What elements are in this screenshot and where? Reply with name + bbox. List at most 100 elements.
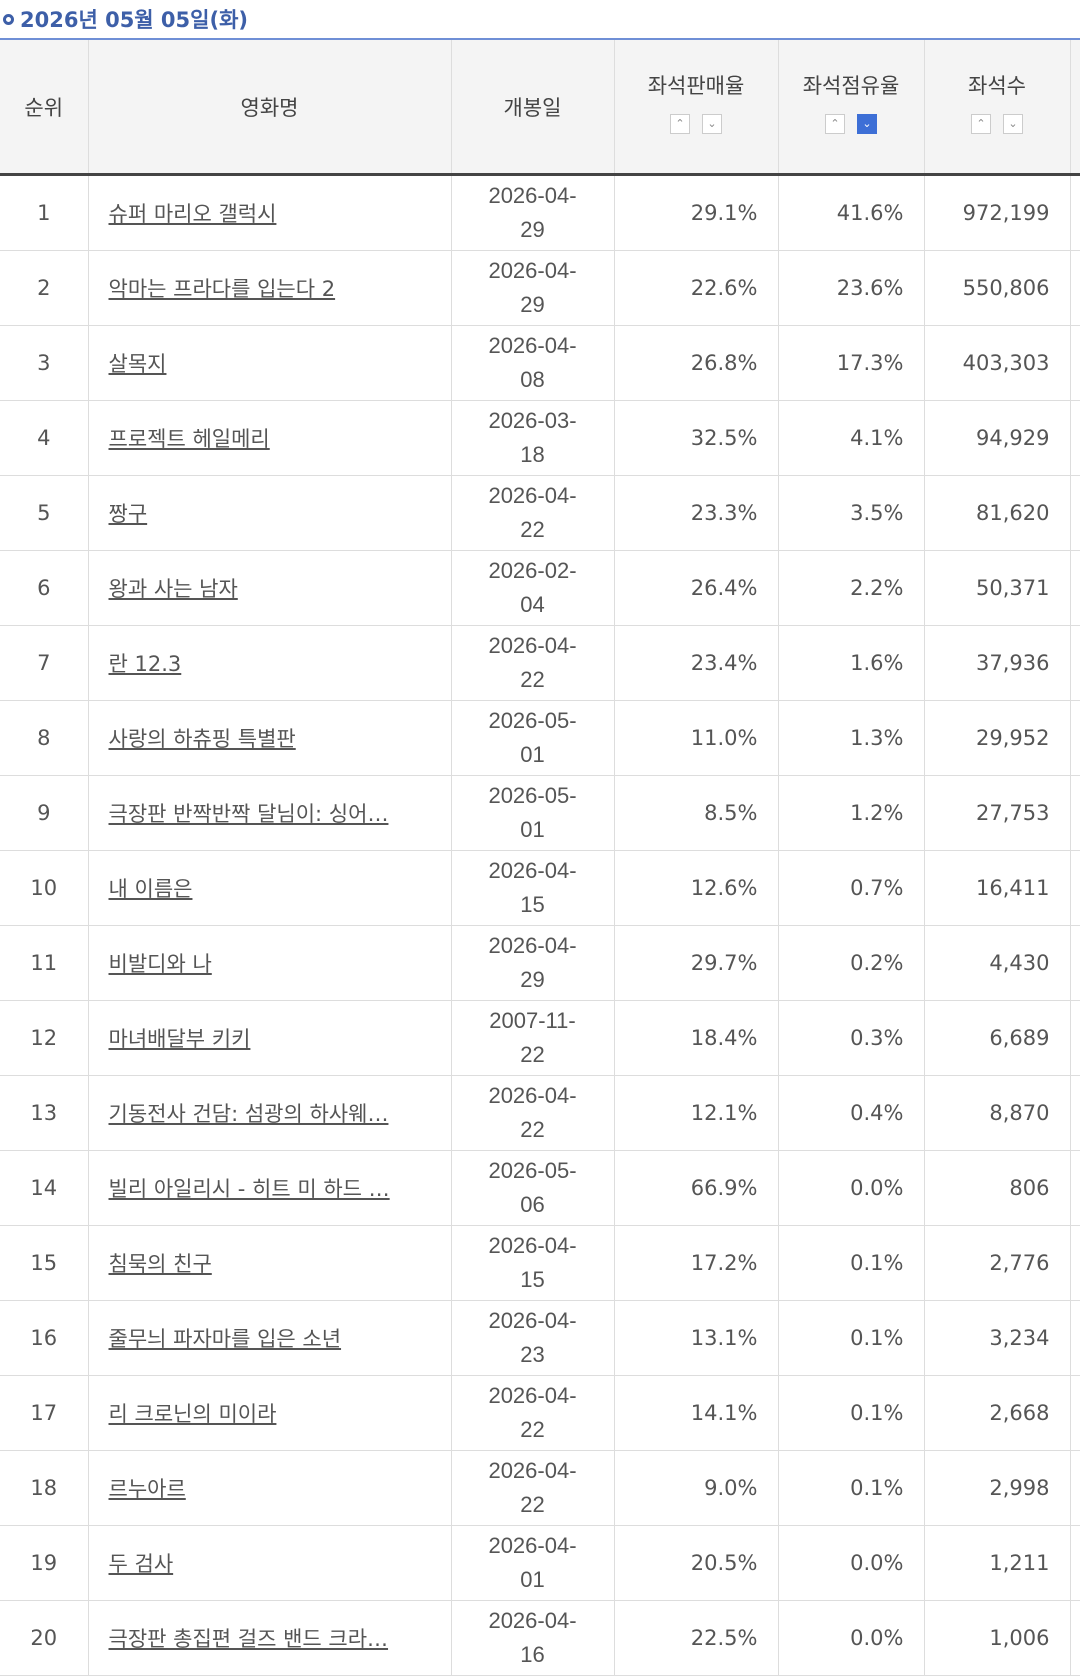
movie-title-link[interactable]: 극장판 총집편 걸즈 밴드 크라… (108, 1627, 389, 1651)
seat-count: 972,199 (924, 174, 1071, 251)
cell: 극장판 반짝반짝 달님이: 싱어… (88, 775, 452, 851)
cell: 르누아르 (88, 1450, 452, 1526)
seat-sales-rate: 22.5% (614, 1600, 779, 1676)
cell: 내 이름은 (88, 850, 452, 926)
rank: 7 (0, 625, 89, 701)
table-row: 2 악마는 프라다를 입는다 2 2026-04-29 22.6% 23.6% 550,8… (0, 250, 1080, 326)
cell (1070, 475, 1080, 551)
release-date: 2026-04-15 (488, 858, 577, 917)
rank: 15 (0, 1225, 89, 1301)
movie-title-link[interactable]: 두 검사 (108, 1552, 174, 1576)
cell: 2026-04-15 (451, 1225, 615, 1301)
column-header[interactable]: 좌석점유율 ⌃ ⌄ (778, 40, 925, 176)
table-row: 12 마녀배달부 키키 2007-11-22 18.4% 0.3% 6,689 (0, 1000, 1080, 1076)
cell (1070, 700, 1080, 776)
seat-sales-rate: 66.9% (614, 1150, 779, 1226)
movie-title-link[interactable]: 슈퍼 마리오 갤럭시 (108, 202, 277, 226)
seat-count: 3,234 (924, 1300, 1071, 1376)
seat-sales-rate: 26.8% (614, 325, 779, 401)
seat-sales-rate: 18.4% (614, 1000, 779, 1076)
seat-count: 29,952 (924, 700, 1071, 776)
sort-asc[interactable]: ⌃ (825, 114, 845, 134)
movie-title-link[interactable]: 마녀배달부 키키 (108, 1027, 251, 1051)
movie-title-link[interactable]: 사랑의 하츄핑 특별판 (108, 727, 296, 751)
seat-sales-rate: 23.3% (614, 475, 779, 551)
table-row: 15 침묵의 친구 2026-04-15 17.2% 0.1% 2,776 (0, 1225, 1080, 1301)
box-office-table: 순위 영화명 개봉일 좌석판매율 ⌃ ⌄ 좌석점유율 ⌃ ⌄ 좌석수 ⌃ ⌄ 1 슈퍼 마리오 갤럭시 2… (0, 40, 1080, 1676)
movie-title-link[interactable]: 침묵의 친구 (108, 1252, 212, 1276)
seat-sales-rate: 14.1% (614, 1375, 779, 1451)
movie-title-link[interactable]: 기동전사 건담: 섬광의 하사웨… (108, 1102, 389, 1126)
movie-title-link[interactable]: 르누아르 (108, 1477, 186, 1501)
cell (1070, 400, 1080, 476)
cell: 2026-04-22 (451, 1075, 615, 1151)
seat-count: 8,870 (924, 1075, 1071, 1151)
cell: 짱구 (88, 475, 452, 551)
rank: 13 (0, 1075, 89, 1151)
movie-title-link[interactable]: 짱구 (108, 502, 148, 526)
cell: 악마는 프라다를 입는다 2 (88, 250, 452, 326)
cell: 2007-11-22 (451, 1000, 615, 1076)
seat-count: 2,668 (924, 1375, 1071, 1451)
seat-count: 50,371 (924, 550, 1071, 626)
header-label: 좌석판매율 (647, 74, 745, 98)
sort-desc[interactable]: ⌄ (702, 114, 722, 134)
movie-title-link[interactable]: 왕과 사는 남자 (108, 577, 238, 601)
seat-sales-rate: 29.1% (614, 174, 779, 251)
movie-title-link[interactable]: 악마는 프라다를 입는다 2 (108, 277, 336, 301)
movie-title-link[interactable]: 살목지 (108, 352, 167, 376)
seat-count: 16,411 (924, 850, 1071, 926)
seat-sales-rate: 32.5% (614, 400, 779, 476)
sort-desc[interactable]: ⌄ (857, 114, 877, 134)
table-row: 10 내 이름은 2026-04-15 12.6% 0.7% 16,411 (0, 850, 1080, 926)
seat-count: 6,689 (924, 1000, 1071, 1076)
movie-title-link[interactable]: 리 크로닌의 미이라 (108, 1402, 277, 1426)
cell: 왕과 사는 남자 (88, 550, 452, 626)
sort-buttons: ⌃ ⌄ (780, 114, 923, 134)
seat-share: 0.1% (778, 1375, 925, 1451)
release-date: 2026-04-29 (488, 933, 577, 992)
movie-title-link[interactable]: 줄무늬 파자마를 입은 소년 (108, 1327, 342, 1351)
header-label: 순위 (24, 95, 64, 120)
seat-sales-rate: 22.6% (614, 250, 779, 326)
cell: 2026-04-22 (451, 1450, 615, 1526)
movie-title-link[interactable]: 극장판 반짝반짝 달님이: 싱어… (108, 802, 389, 826)
column-header: 개봉일 (451, 40, 615, 176)
movie-title-link[interactable]: 비발디와 나 (108, 952, 212, 976)
sort-desc[interactable]: ⌄ (1003, 114, 1023, 134)
table-row: 6 왕과 사는 남자 2026-02-04 26.4% 2.2% 50,371 (0, 550, 1080, 626)
seat-count: 94,929 (924, 400, 1071, 476)
cell (1070, 1450, 1080, 1526)
movie-title-link[interactable]: 내 이름은 (108, 877, 193, 901)
rank: 2 (0, 250, 89, 326)
release-date: 2026-04-23 (488, 1308, 577, 1367)
cell: 란 12.3 (88, 625, 452, 701)
rank: 1 (0, 174, 89, 251)
seat-share: 0.1% (778, 1225, 925, 1301)
column-header[interactable]: 좌석판매율 ⌃ ⌄ (614, 40, 779, 176)
movie-title-link[interactable]: 란 12.3 (108, 652, 182, 676)
seat-count: 37,936 (924, 625, 1071, 701)
column-header[interactable]: 좌석수 ⌃ ⌄ (924, 40, 1071, 176)
seat-share: 0.1% (778, 1450, 925, 1526)
column-header: 영화명 (88, 40, 452, 176)
cell: 2026-04-15 (451, 850, 615, 926)
seat-sales-rate: 23.4% (614, 625, 779, 701)
table-row: 20 극장판 총집편 걸즈 밴드 크라… 2026-04-16 22.5% 0.0% 1,… (0, 1600, 1080, 1676)
sort-asc[interactable]: ⌃ (670, 114, 690, 134)
cell (1070, 625, 1080, 701)
movie-title-link[interactable]: 빌리 아일리시 - 히트 미 하드 … (108, 1177, 390, 1201)
cell: 슈퍼 마리오 갤럭시 (88, 174, 452, 251)
seat-count: 27,753 (924, 775, 1071, 851)
seat-sales-rate: 12.6% (614, 850, 779, 926)
seat-sales-rate: 9.0% (614, 1450, 779, 1526)
release-date: 2026-04-01 (488, 1533, 577, 1592)
sort-asc[interactable]: ⌃ (971, 114, 991, 134)
header-label: 좌석수 (968, 74, 1026, 98)
cell: 2026-04-01 (451, 1525, 615, 1601)
seat-count: 550,806 (924, 250, 1071, 326)
movie-title-link[interactable]: 프로젝트 헤일메리 (108, 427, 270, 451)
header-label: 좌석점유율 (802, 74, 900, 98)
cell: 기동전사 건담: 섬광의 하사웨… (88, 1075, 452, 1151)
